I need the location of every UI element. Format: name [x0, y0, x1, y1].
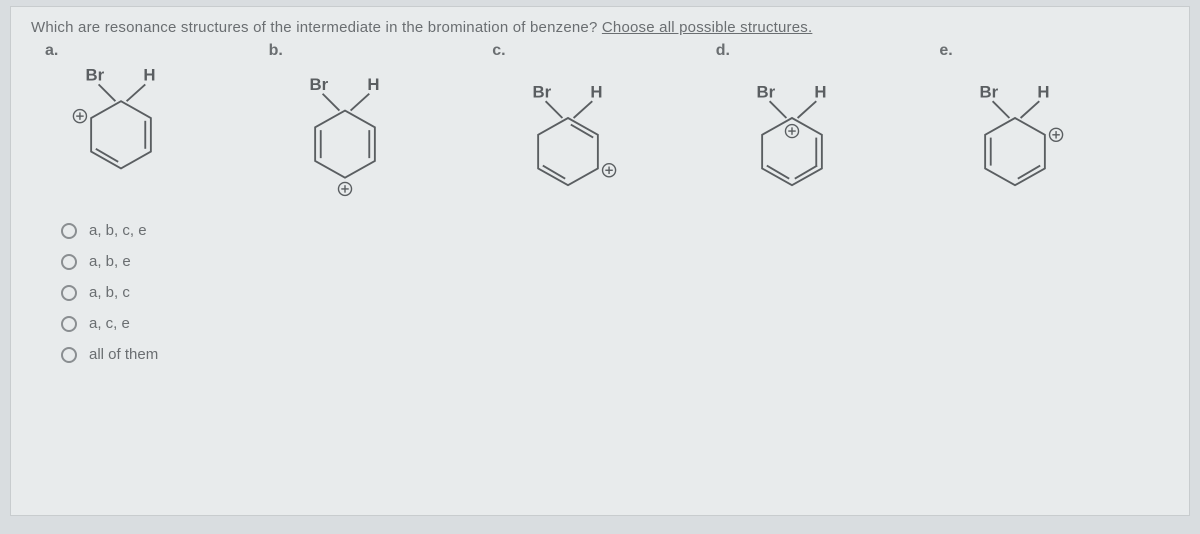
question-underlined: Choose all possible structures.	[602, 19, 812, 36]
option-text: a, b, c	[89, 284, 130, 301]
structure-c: c. Br H	[488, 42, 712, 202]
structure-svg-e: Br H	[935, 62, 1095, 202]
option-row[interactable]: a, b, c	[61, 284, 1169, 301]
option-row[interactable]: a, b, c, e	[61, 222, 1169, 239]
structure-label-c: c.	[488, 42, 505, 60]
svg-text:H: H	[367, 75, 379, 94]
structure-svg-d: Br H	[712, 62, 872, 202]
structure-a: a. Br H	[41, 42, 265, 202]
radio-button[interactable]	[61, 316, 77, 332]
option-row[interactable]: a, b, e	[61, 253, 1169, 270]
radio-button[interactable]	[61, 347, 77, 363]
option-text: a, b, c, e	[89, 222, 147, 239]
question-text: Which are resonance structures of the in…	[31, 19, 1169, 36]
structures-row: a. Br H b. Br H	[31, 42, 1169, 202]
svg-text:Br: Br	[980, 82, 999, 101]
svg-text:Br: Br	[86, 66, 105, 85]
radio-button[interactable]	[61, 254, 77, 270]
option-text: a, b, e	[89, 253, 131, 270]
svg-text:Br: Br	[309, 75, 328, 94]
svg-text:Br: Br	[533, 82, 552, 101]
structure-svg-a: Br H	[41, 62, 201, 202]
option-row[interactable]: all of them	[61, 346, 1169, 363]
structure-label-a: a.	[41, 42, 58, 60]
option-row[interactable]: a, c, e	[61, 315, 1169, 332]
structure-label-b: b.	[265, 42, 283, 60]
svg-text:H: H	[591, 82, 603, 101]
options-list: a, b, c, e a, b, e a, b, c a, c, e all o…	[61, 222, 1169, 363]
structure-label-d: d.	[712, 42, 730, 60]
question-container: Which are resonance structures of the in…	[10, 6, 1190, 516]
radio-button[interactable]	[61, 223, 77, 239]
structure-label-e: e.	[935, 42, 952, 60]
structure-e: e. Br H	[935, 42, 1159, 202]
svg-text:H: H	[143, 66, 155, 85]
structure-svg-c: Br H	[488, 62, 648, 202]
option-text: all of them	[89, 346, 158, 363]
structure-b: b. Br H	[265, 42, 489, 202]
svg-text:H: H	[814, 82, 826, 101]
svg-text:H: H	[1038, 82, 1050, 101]
svg-text:Br: Br	[756, 82, 775, 101]
radio-button[interactable]	[61, 285, 77, 301]
structure-d: d. Br H	[712, 42, 936, 202]
question-prefix: Which are resonance structures of the in…	[31, 19, 602, 36]
structure-svg-b: Br H	[265, 62, 425, 202]
option-text: a, c, e	[89, 315, 130, 332]
